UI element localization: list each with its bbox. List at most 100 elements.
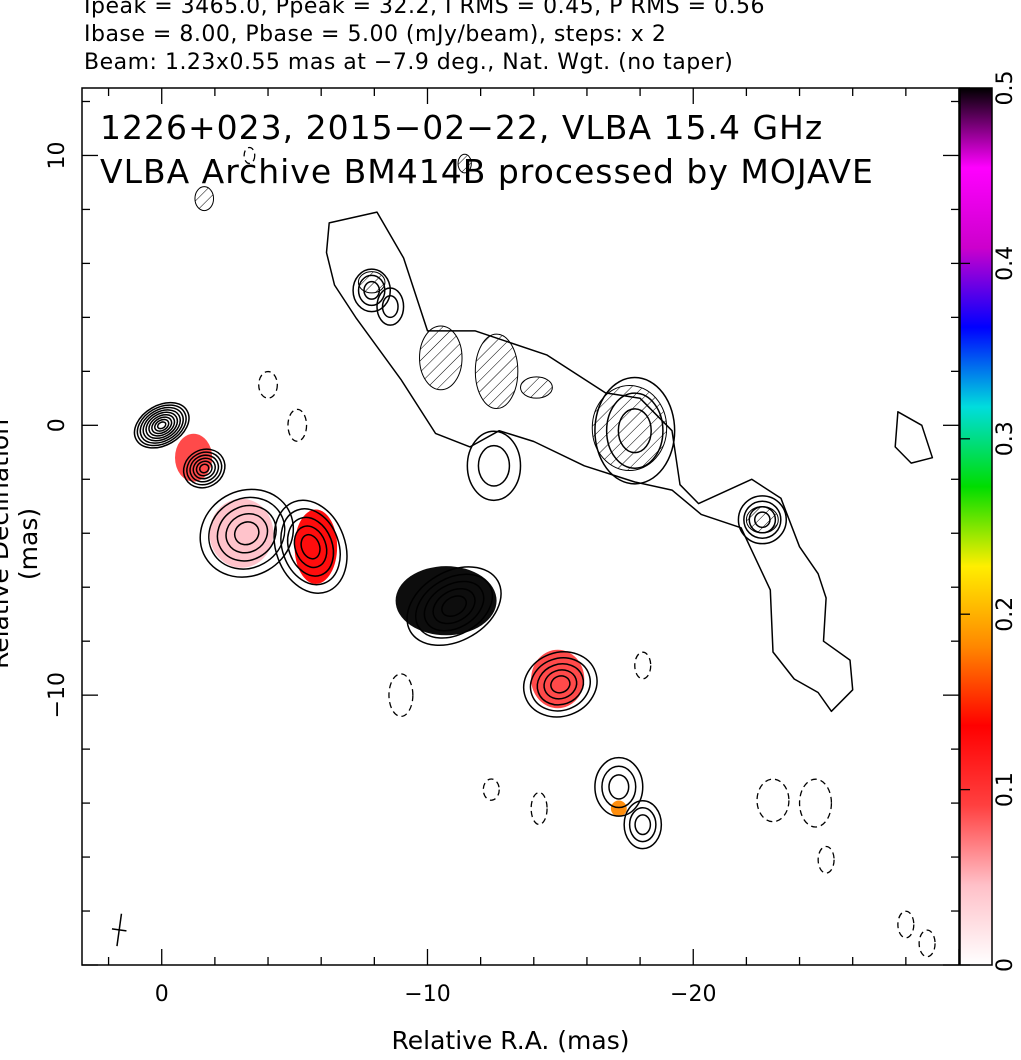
plot-frame [81, 87, 960, 966]
intensity-contour [280, 508, 341, 586]
intensity-contour [352, 268, 392, 313]
intensity-contour [195, 460, 213, 477]
polarization-patch [610, 800, 627, 817]
intensity-contour [300, 533, 321, 560]
colorbar-tick-label: 0.3 [993, 421, 1018, 456]
intensity-contour [286, 516, 335, 577]
intensity-contour [133, 401, 190, 449]
intensity-contour [605, 392, 664, 469]
negative-contour [798, 778, 833, 828]
intensity-contour [748, 505, 777, 534]
intensity-contour [145, 411, 179, 440]
intensity-contour [139, 406, 184, 444]
intensity-contour [423, 580, 485, 632]
intensity-contour [601, 765, 637, 809]
intensity-contour [136, 404, 187, 447]
intensity-contour [634, 814, 652, 836]
colorbar-tick-label: 0.1 [993, 772, 1018, 807]
colorbar [959, 87, 993, 966]
polarization-vector-region [745, 505, 779, 534]
negative-contour [482, 778, 500, 801]
intensity-contour [192, 457, 216, 480]
polarization-vector-region [194, 186, 215, 212]
intensity-contour [623, 800, 663, 850]
diffuse-contour [325, 211, 854, 713]
intensity-contour [536, 663, 585, 706]
y-tick-label: 0 [45, 418, 70, 432]
x-tick-label: −10 [404, 982, 450, 1007]
intensity-contour [199, 488, 295, 578]
negative-contour [817, 845, 835, 874]
negative-contour [530, 791, 548, 826]
intensity-contour [182, 448, 226, 489]
polarization-vector-region [474, 333, 519, 410]
colorbar-tick-label: 0 [993, 958, 1018, 972]
intensity-contour [477, 444, 511, 487]
negative-contour [258, 370, 278, 399]
intensity-contour [142, 409, 182, 442]
colorbar-tick-label: 0.5 [993, 71, 1018, 106]
intensity-contour [753, 511, 771, 529]
y-tick-label: 10 [45, 141, 70, 169]
intensity-contour [594, 376, 676, 485]
source-annotation: 1226+023, 2015−02−22, VLBA 15.4 GHz [100, 108, 824, 147]
colorbar-tick-label: 0.2 [993, 597, 1018, 632]
beam-minor-axis [111, 928, 127, 932]
axis-layer: 0 −10 −20 10 0 −10 [45, 88, 960, 1007]
negative-contour [388, 673, 414, 718]
intensity-contour [156, 421, 167, 430]
intensity-contour [381, 294, 399, 319]
intensity-contour [151, 416, 173, 435]
intensity-contour [233, 521, 260, 546]
header-line-1: Ipeak = 3465.0, Ppeak = 32.2, I RMS = 0.… [84, 0, 765, 19]
intensity-contour [608, 774, 630, 800]
intensity-contour [273, 499, 348, 594]
negative-contour [243, 146, 256, 165]
intensity-contour [529, 657, 591, 712]
intensity-contour [406, 566, 502, 647]
archive-annotation: VLBA Archive BM414B processed by MOJAVE [100, 152, 874, 191]
intensity-contour [594, 756, 644, 817]
colorbar-ticks: 0 0.1 0.2 0.3 0.4 0.5 [960, 71, 1018, 972]
polarization-vector-region [520, 376, 553, 399]
intensity-contour [186, 451, 223, 486]
intensity-contour [522, 651, 598, 718]
x-axis-label: Relative R.A. (mas) [391, 1026, 630, 1055]
colorbar-tick-label: 0.4 [993, 246, 1018, 281]
intensity-contour [543, 669, 578, 700]
negative-contour [634, 651, 652, 680]
x-tick-label: 0 [155, 982, 169, 1007]
intensity-contour [466, 430, 522, 502]
intensity-contour [154, 418, 170, 432]
header-line-2: Ibase = 8.00, Pbase = 5.00 (mJy/beam), s… [84, 22, 667, 47]
negative-contour [756, 778, 790, 823]
intensity-contour [737, 495, 788, 545]
polarization-patch [294, 509, 338, 584]
intensity-contour [148, 413, 176, 437]
intensity-contour [225, 512, 269, 554]
x-tick-label: −20 [670, 982, 716, 1007]
intensity-contour [216, 504, 277, 562]
y-axis-label: Relative Declination (mas) [0, 418, 43, 670]
polarization-vector-region [419, 325, 463, 391]
intensity-contour [376, 287, 405, 326]
intensity-contour [617, 408, 652, 454]
intensity-contour [743, 500, 782, 539]
header-line-3: Beam: 1.23x0.55 mas at −7.9 deg., Nat. W… [84, 50, 734, 75]
intensity-contour [628, 807, 657, 843]
intensity-contour [441, 595, 468, 618]
negative-contour [918, 929, 936, 958]
map-layer [111, 146, 936, 958]
intensity-contour [189, 454, 220, 483]
intensity-contour [415, 573, 494, 639]
negative-contour [897, 910, 915, 939]
polarization-vector-region [457, 153, 472, 174]
negative-contour [287, 408, 308, 442]
intensity-contour [432, 587, 476, 625]
intensity-contour [293, 525, 328, 569]
intensity-contour [363, 280, 381, 300]
y-tick-label: −10 [45, 672, 70, 718]
beam-marker [111, 913, 127, 947]
intensity-contour [198, 463, 210, 474]
